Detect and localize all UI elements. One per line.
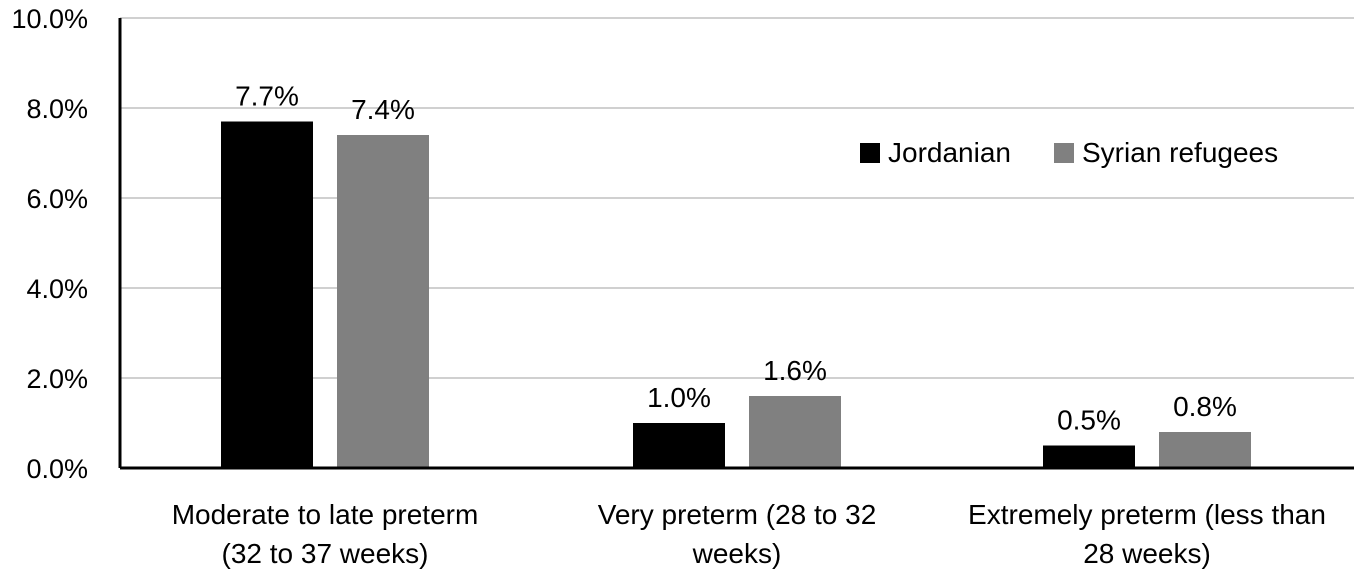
x-axis-category-labels: Moderate to late preterm (32 to 37 weeks)… <box>172 499 1326 569</box>
data-label: 1.0% <box>647 382 711 413</box>
bar-syrian-refugees <box>749 396 841 468</box>
y-axis-tick-labels: 0.0% 2.0% 4.0% 6.0% 8.0% 10.0% <box>11 4 88 484</box>
bar-jordanian <box>1043 445 1135 468</box>
data-label: 0.8% <box>1173 391 1237 422</box>
data-labels: 7.7% 1.0% 0.5% 7.4% 1.6% 0.8% <box>235 81 1237 436</box>
y-tick-label: 4.0% <box>26 274 88 304</box>
y-tick-label: 8.0% <box>26 94 88 124</box>
category-label: Moderate to late preterm (32 to 37 weeks) <box>172 499 479 569</box>
legend-label: Jordanian <box>888 137 1011 168</box>
bar-syrian-refugees <box>1159 432 1251 468</box>
data-label: 7.7% <box>235 81 299 112</box>
y-tick-label: 2.0% <box>26 364 88 394</box>
bars <box>221 121 1251 468</box>
legend-label: Syrian refugees <box>1082 137 1278 168</box>
data-label: 7.4% <box>351 94 415 125</box>
bar-jordanian <box>633 423 725 468</box>
legend: Jordanian Syrian refugees <box>860 137 1278 168</box>
gridlines <box>120 17 1354 379</box>
y-tick-label: 6.0% <box>26 184 88 214</box>
y-tick-label: 10.0% <box>11 4 88 34</box>
y-tick-label: 0.0% <box>26 454 88 484</box>
data-label: 1.6% <box>763 355 827 386</box>
category-label: Extremely preterm (less than 28 weeks) <box>968 499 1326 569</box>
legend-swatch <box>1054 143 1074 163</box>
bar-syrian-refugees <box>337 135 429 468</box>
legend-swatch <box>860 143 880 163</box>
data-label: 0.5% <box>1057 405 1121 436</box>
bar-jordanian <box>221 121 313 468</box>
category-label: Very preterm (28 to 32 weeks) <box>598 499 877 569</box>
